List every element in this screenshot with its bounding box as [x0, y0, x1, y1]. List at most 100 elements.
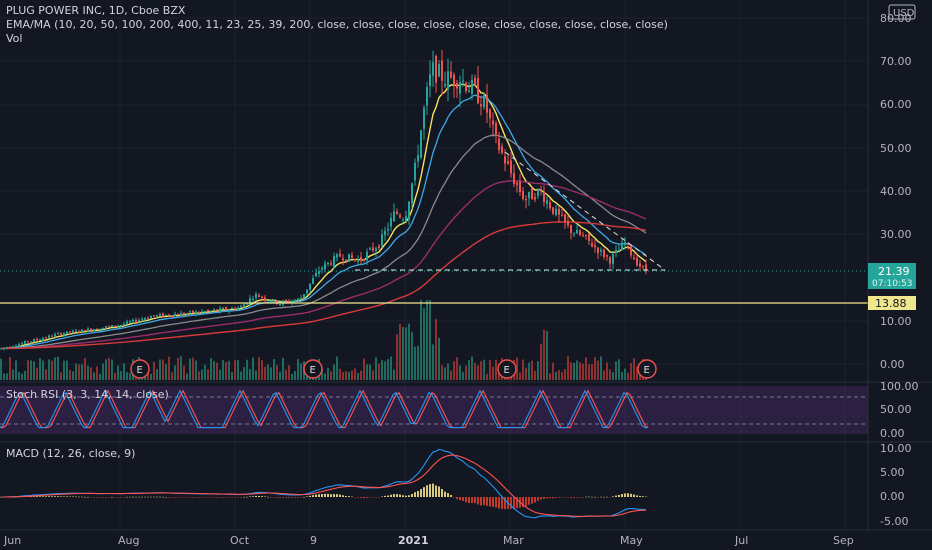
volume-bar [597, 360, 599, 380]
candle-body [48, 335, 50, 338]
volume-bar [465, 365, 467, 380]
macd-histogram-bar [150, 496, 152, 498]
candle-body [363, 259, 365, 261]
candle-body [600, 249, 602, 252]
currency-badge[interactable]: USD [888, 4, 916, 20]
moving-average-line [1, 221, 647, 350]
macd-histogram-bar [60, 496, 62, 497]
price-axis[interactable]: 80.00 70.00 60.00 50.00 40.00 30.00 10.0… [880, 12, 912, 371]
macd-histogram-bar [369, 497, 371, 498]
macd-histogram-bar [543, 497, 545, 499]
candle-body [483, 94, 485, 108]
candle-body [81, 329, 83, 332]
macd-histogram-bar [501, 497, 503, 509]
volume-bar [372, 370, 374, 380]
macd-histogram-bar [57, 496, 59, 497]
candle-body [309, 283, 311, 290]
macd-histogram-bar [399, 494, 401, 497]
candle-body [606, 255, 608, 257]
candle-body [12, 346, 14, 348]
candle-body [330, 263, 332, 265]
time-label-aug: Aug [118, 534, 139, 547]
volume-bar [393, 369, 395, 380]
candle-body [447, 71, 449, 90]
macd-histogram-bar [198, 497, 200, 498]
volume-bar [519, 372, 521, 380]
volume-bar [411, 332, 413, 380]
volume-bar [600, 356, 602, 380]
volume-bar [129, 372, 131, 380]
macd-histogram-bar [423, 487, 425, 497]
candle-body [174, 314, 176, 317]
candle-body [543, 192, 545, 203]
earnings-marker-label: E [310, 365, 316, 376]
candle-body [36, 339, 38, 341]
volume-bar [357, 372, 359, 380]
macd-histogram-bar [525, 497, 527, 507]
macd-histogram-bar [471, 497, 473, 503]
candle-body [486, 94, 488, 113]
volume-bar [435, 319, 437, 380]
candle-body [468, 90, 470, 93]
candle-body [510, 160, 512, 174]
candle-body [561, 214, 563, 216]
time-label-jul: Jul [734, 534, 748, 547]
macd-histogram-bar [348, 496, 350, 497]
macd-histogram-bar [222, 497, 224, 498]
candle-body [555, 208, 557, 216]
volume-bar [615, 361, 617, 380]
volume-bar [438, 337, 440, 380]
candle-body [210, 310, 212, 312]
candle-body [168, 314, 170, 316]
volume-bar [84, 357, 86, 380]
candle-body [129, 321, 131, 323]
price-tick-0: 0.00 [880, 358, 905, 371]
volume-bar [9, 357, 11, 380]
candle-body [633, 257, 635, 260]
macd-histogram-bar [315, 494, 317, 497]
time-axis[interactable]: Jun Aug Oct 9 2021 Mar May Jul Sep [3, 534, 854, 547]
volume-bar [255, 370, 257, 380]
volume-bar [192, 357, 194, 380]
trendline-dashed[interactable] [504, 151, 666, 271]
macd-histogram-bar [84, 496, 86, 498]
macd-histogram-bar [201, 497, 203, 498]
macd-histogram-bar [33, 496, 35, 497]
volume-bar [237, 360, 239, 380]
time-label-sep: Sep [833, 534, 854, 547]
volume-bar [156, 369, 158, 380]
volume-bar [636, 366, 638, 380]
volume-bar [330, 371, 332, 380]
candle-body [21, 343, 23, 345]
macd-histogram-bar [588, 496, 590, 498]
volume-bar [30, 360, 32, 380]
macd-histogram-bar [48, 496, 50, 497]
volume-bar [234, 360, 236, 380]
volume-bar [384, 361, 386, 380]
macd-histogram-bar [306, 496, 308, 497]
candle-body [378, 245, 380, 248]
candle-body [558, 208, 560, 215]
volume-bar [558, 370, 560, 380]
candle-body [102, 327, 104, 330]
volume-bar [288, 365, 290, 380]
candle-body [198, 312, 200, 314]
candle-body [345, 259, 347, 261]
macd-histogram-bar [378, 497, 380, 498]
candle-body [516, 182, 518, 186]
volume-bar [48, 359, 50, 380]
volume-bar [492, 366, 494, 380]
macd-histogram-bar [396, 494, 398, 497]
macd-histogram-bar [432, 483, 434, 497]
moving-average-line [1, 94, 647, 350]
macd-histogram-bar [600, 496, 602, 498]
macd-histogram-bar [192, 497, 194, 498]
candle-body [57, 333, 59, 335]
macd-histogram-bar [549, 497, 551, 499]
earnings-marker [497, 359, 517, 379]
candle-body [228, 309, 230, 311]
candle-body [402, 219, 404, 221]
candle-body [549, 202, 551, 209]
